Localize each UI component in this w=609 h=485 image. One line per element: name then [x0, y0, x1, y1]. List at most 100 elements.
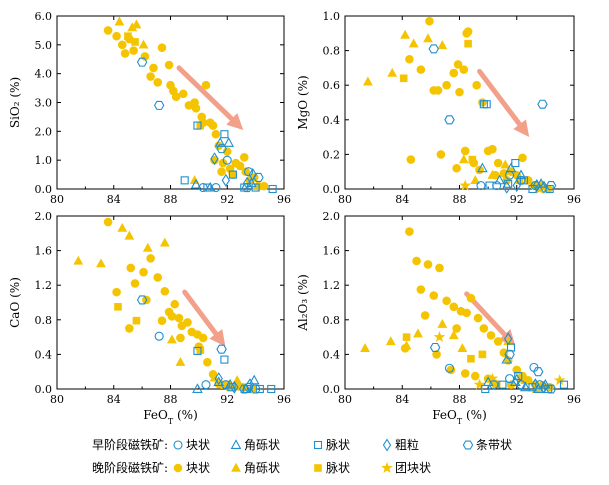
point-late-circle — [208, 121, 218, 130]
y-tick-label: 0.8 — [323, 45, 341, 58]
legend-item-diamond-open: 粗粒 — [382, 437, 419, 452]
legend-marker-diamond-open — [382, 438, 392, 452]
point-late-circle — [416, 65, 426, 74]
x-tick-label: 80 — [50, 193, 64, 206]
point-late-circle — [160, 286, 170, 296]
legend-label: 条带状 — [476, 438, 512, 452]
legend-item-circle-open: 块状 — [173, 438, 210, 452]
point-late-circle — [412, 256, 421, 266]
x-tick-label: 96 — [277, 393, 291, 406]
point-late-circle — [164, 60, 174, 70]
point-late-circle — [167, 312, 177, 321]
point-early-circle — [154, 331, 164, 341]
point-late-triangle — [458, 154, 469, 164]
point-early-hexagon — [241, 183, 253, 193]
point-late-circle — [442, 80, 451, 90]
point-early-square — [203, 183, 212, 192]
point-early-hexagon — [537, 99, 548, 109]
point-late-circle — [157, 316, 167, 325]
point-early-diamond — [221, 173, 230, 187]
x-tick-label: 80 — [338, 393, 352, 406]
y-tick-label: 0.4 — [323, 348, 341, 361]
point-early-square — [485, 181, 494, 190]
point-late-triangle — [362, 76, 373, 86]
point-late-triangle — [114, 16, 125, 26]
point-early-square — [193, 121, 202, 130]
point-early-hexagon — [532, 367, 544, 377]
point-late-circle — [478, 98, 487, 107]
point-late-circle — [157, 43, 167, 53]
point-late-circle — [170, 299, 180, 309]
point-late-square — [517, 374, 525, 383]
legend-label: 角砾状 — [244, 438, 280, 452]
series-early-hexagon — [136, 57, 264, 193]
point-late-circle — [112, 287, 121, 297]
series-early-square — [193, 346, 276, 394]
point-late-square — [132, 316, 141, 325]
y-tick-label: 0.4 — [35, 348, 53, 361]
series-late-triangle — [73, 222, 243, 385]
x-tick-label: 96 — [567, 393, 581, 406]
series-late-triangle — [360, 318, 542, 393]
point-late-circle — [493, 158, 503, 168]
point-late-circle — [169, 86, 178, 96]
legend-item-square-filled: 脉状 — [314, 460, 350, 475]
point-early-diamond — [230, 380, 239, 394]
point-early-square — [506, 343, 516, 352]
point-early-hexagon — [545, 384, 557, 394]
point-early-square — [481, 384, 490, 394]
point-late-square — [402, 333, 411, 341]
point-late-circle — [462, 28, 471, 38]
y-tick-label: 0.0 — [323, 183, 341, 196]
point-late-circle — [149, 63, 158, 73]
y-tick-label: 1.2 — [323, 279, 341, 292]
series-late-circle — [400, 227, 554, 392]
point-early-square — [268, 184, 277, 194]
x-tick-label: 88 — [453, 193, 467, 206]
point-late-star — [459, 179, 471, 191]
point-late-triangle — [500, 159, 511, 169]
series-late-triangle — [362, 29, 549, 190]
point-early-square — [255, 384, 264, 394]
panel-mgo: 80 84 88 92 96 0.0 0.2 0.4 0.6 0.8 1.0 MgO (%) — [296, 10, 581, 206]
point-late-triangle — [423, 33, 433, 43]
legend-label: 粗粒 — [395, 437, 419, 452]
point-early-diamond — [532, 179, 541, 193]
legend-marker-circle-filled — [173, 463, 183, 473]
point-early-circle — [211, 183, 221, 193]
point-early-circle — [505, 374, 515, 384]
series-late-square — [399, 39, 524, 185]
point-early-diamond — [248, 168, 257, 182]
point-late-square — [464, 39, 472, 48]
point-early-hexagon — [153, 100, 165, 110]
point-early-square — [559, 380, 569, 389]
point-late-triangle — [457, 343, 468, 353]
point-late-circle — [129, 46, 138, 55]
trend-arrow — [464, 291, 516, 347]
point-early-hexagon — [545, 181, 557, 191]
point-late-triangle — [175, 356, 186, 366]
legend-late-title: 晚阶段磁铁矿: — [92, 460, 168, 475]
y-tick-label: 0.0 — [35, 383, 53, 396]
y-axis-label: Al₂O₃ (%) — [296, 274, 310, 332]
plot-frame — [56, 15, 285, 190]
series-early-hexagon — [136, 295, 261, 394]
x-tick-label: 84 — [107, 193, 121, 206]
y-tick-label: 0.8 — [323, 314, 341, 327]
x-tick-label: 92 — [220, 393, 234, 406]
point-early-square — [514, 371, 523, 381]
point-late-circle — [103, 26, 113, 35]
legend-label: 角砾状 — [244, 461, 280, 475]
point-early-square — [267, 384, 276, 394]
series-early-diamond — [210, 152, 257, 190]
panel-sio2: 80 84 88 92 96 0.0 1.0 2.0 3.0 4.0 5.0 6.0 SiO₂ (%) — [8, 10, 291, 206]
y-tick-label: 1.2 — [35, 279, 53, 292]
x-axis-label: FeOT (%) — [143, 408, 198, 426]
point-early-hexagon — [504, 349, 515, 359]
point-late-circle — [429, 291, 439, 300]
point-late-circle — [183, 318, 192, 327]
point-late-circle — [493, 337, 503, 346]
y-tick-label: 4.0 — [35, 68, 53, 81]
x-tick-label: 92 — [510, 393, 524, 406]
point-late-triangle — [124, 230, 135, 240]
